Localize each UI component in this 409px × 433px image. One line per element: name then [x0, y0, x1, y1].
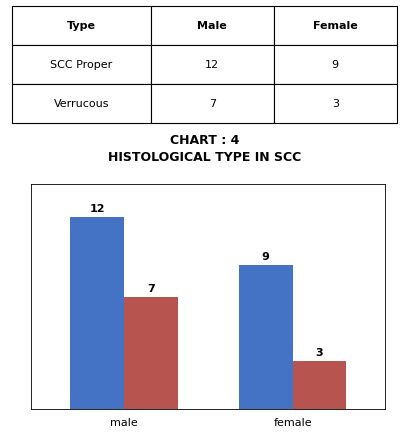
Bar — [274, 45, 397, 84]
Bar — [12, 45, 151, 84]
Text: 12: 12 — [205, 60, 219, 70]
Text: Type: Type — [67, 21, 96, 31]
Text: CHART : 4: CHART : 4 — [170, 134, 239, 148]
Text: Female: Female — [313, 21, 357, 31]
Text: 9: 9 — [332, 60, 339, 70]
Bar — [274, 84, 397, 123]
Text: 3: 3 — [332, 99, 339, 109]
Text: SCC Proper: SCC Proper — [50, 60, 112, 70]
Bar — [12, 6, 151, 45]
Text: Male: Male — [197, 21, 227, 31]
Text: 7: 7 — [209, 99, 216, 109]
Text: HISTOLOGICAL TYPE IN SCC: HISTOLOGICAL TYPE IN SCC — [108, 151, 301, 164]
Bar — [151, 45, 274, 84]
Bar — [274, 6, 397, 45]
Bar — [151, 84, 274, 123]
Bar — [12, 84, 151, 123]
Text: Verrucous: Verrucous — [54, 99, 109, 109]
Bar — [151, 6, 274, 45]
